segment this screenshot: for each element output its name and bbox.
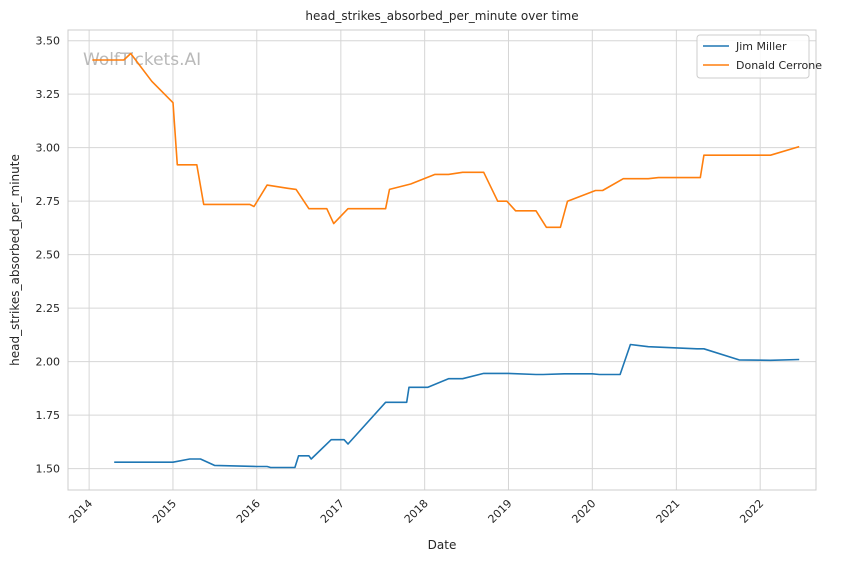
- grid: [68, 30, 816, 490]
- legend-label-donald-cerrone: Donald Cerrone: [736, 59, 822, 72]
- y-tick-label: 2.75: [36, 195, 61, 208]
- x-tick-label: 2021: [653, 497, 682, 526]
- x-axis-title: Date: [428, 538, 457, 552]
- x-tick-label: 2014: [66, 497, 95, 526]
- y-tick-label: 1.50: [36, 463, 61, 476]
- x-tick-label: 2018: [402, 497, 431, 526]
- tick-labels: 2014 2015 2016 2017 2018 2019 2020 2021 2022 1.50…: [36, 35, 767, 526]
- y-tick-label: 2.50: [36, 249, 61, 262]
- x-tick-label: 2016: [234, 497, 263, 526]
- x-tick-label: 2020: [569, 497, 598, 526]
- x-tick-label: 2015: [150, 497, 179, 526]
- x-tick-label: 2022: [737, 497, 766, 526]
- series-layer: [92, 52, 800, 469]
- chart-title: head_strikes_absorbed_per_minute over ti…: [305, 9, 578, 23]
- y-tick-label: 2.00: [36, 356, 61, 369]
- x-tick-label: 2019: [486, 497, 515, 526]
- watermark-text: WolfTickets.AI: [83, 50, 201, 70]
- legend: Jim Miller Donald Cerrone: [696, 34, 822, 79]
- y-tick-label: 3.00: [36, 142, 61, 155]
- y-tick-label: 2.25: [36, 302, 61, 315]
- x-tick-label: 2017: [318, 497, 347, 526]
- series-line-donald-cerrone: [92, 52, 800, 229]
- plot-frame: [67, 29, 817, 491]
- y-tick-label: 1.75: [36, 409, 61, 422]
- legend-label-jim-miller: Jim Miller: [735, 40, 787, 53]
- series-line-jim-miller: [114, 343, 800, 469]
- y-axis-title: head_strikes_absorbed_per_minute: [8, 154, 22, 366]
- y-tick-label: 3.50: [36, 35, 61, 48]
- y-tick-label: 3.25: [36, 88, 61, 101]
